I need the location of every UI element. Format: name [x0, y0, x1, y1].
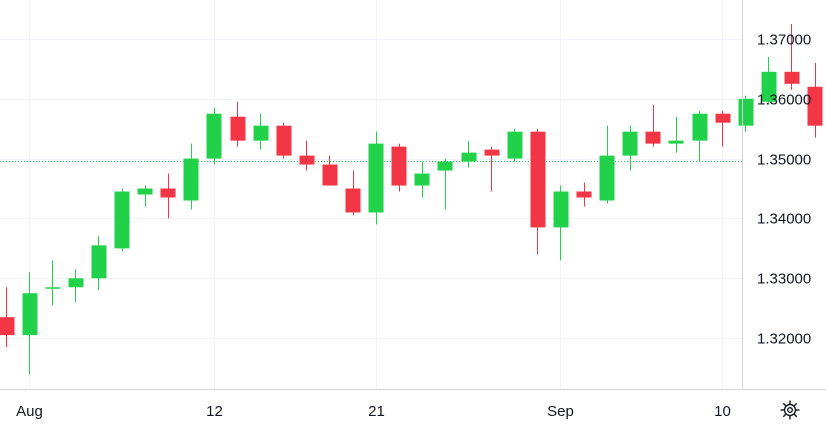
candle-body [530, 131, 546, 228]
candle-body [414, 173, 430, 186]
candle-up [206, 107, 222, 165]
candle-body [692, 113, 708, 141]
price-tick-label: 1.35000 [757, 152, 811, 169]
candle-body [230, 116, 246, 141]
candle-body [576, 191, 592, 198]
candle-up [507, 128, 523, 162]
candle-body [645, 131, 661, 144]
candle-body [391, 146, 407, 186]
candle-body [276, 125, 292, 156]
candle-up [553, 185, 569, 261]
candle-down [484, 146, 500, 192]
candle-up [692, 110, 708, 162]
candle-up [622, 125, 638, 171]
candle-down [807, 62, 823, 138]
candle-up [45, 260, 61, 306]
candle-body [68, 278, 84, 288]
price-tick-label: 1.33000 [757, 271, 811, 288]
time-tick-label: 12 [206, 403, 223, 420]
candle-up [437, 158, 453, 210]
candle-up [414, 161, 430, 198]
time-axis[interactable]: Aug1221Sep1019 [16, 403, 826, 420]
time-tick-label: Sep [547, 403, 574, 420]
candle-body [0, 317, 15, 336]
candle-up [22, 272, 38, 375]
candle-up [183, 143, 199, 210]
candle-up [91, 236, 107, 291]
candle-down [645, 104, 661, 147]
candle-body [807, 86, 823, 126]
candle-down [322, 155, 338, 186]
candle-body [784, 71, 800, 84]
candle-body [91, 245, 107, 279]
candle-down [391, 143, 407, 192]
candle-down [0, 287, 15, 348]
candle-down [715, 110, 731, 147]
price-tick-label: 1.37000 [757, 32, 811, 49]
candle-body [206, 113, 222, 159]
price-tick-label: 1.32000 [757, 331, 811, 348]
candle-body [345, 188, 361, 213]
candle-up [461, 140, 477, 168]
candle-body [715, 113, 731, 123]
candle-down [784, 23, 800, 90]
candle-body [137, 188, 153, 195]
price-tick-label: 1.34000 [757, 211, 811, 228]
gear-icon [780, 400, 800, 420]
price-tick-label: 1.36000 [757, 92, 811, 109]
candle-body [622, 131, 638, 156]
candle-up [738, 95, 754, 132]
candle-body [22, 293, 38, 336]
candle-up [761, 56, 777, 105]
candle-body [183, 158, 199, 201]
chart-settings-button[interactable] [774, 395, 806, 425]
price-axis[interactable]: 1.32000 1.33000 1.34000 1.35000 1.36000 1.370… [757, 32, 811, 348]
candle-body [437, 161, 453, 171]
candle-down [160, 173, 176, 219]
candle-body [484, 149, 500, 156]
candle-up [114, 188, 130, 252]
candle-body [253, 125, 269, 141]
candle-up [368, 131, 384, 225]
candle-body [45, 287, 61, 289]
candle-body [368, 143, 384, 213]
candle-up [599, 125, 615, 204]
candle-body [553, 191, 569, 228]
time-tick-label: 10 [714, 403, 731, 420]
candle-up [137, 185, 153, 207]
candle-down [576, 182, 592, 207]
candle-body [160, 188, 176, 198]
candles-layer [0, 23, 823, 375]
candle-down [299, 140, 315, 171]
candle-down [345, 170, 361, 216]
candle-body [738, 98, 754, 126]
candle-up [668, 116, 684, 153]
candle-body [461, 152, 477, 162]
candle-down [530, 128, 546, 255]
candle-body [299, 155, 315, 165]
time-tick-label: 21 [368, 403, 385, 420]
candle-body [114, 191, 130, 249]
candle-body [507, 131, 523, 159]
candle-body [668, 140, 684, 144]
candle-up [253, 113, 269, 150]
candle-down [230, 101, 246, 147]
candle-up [68, 269, 84, 303]
candle-body [599, 155, 615, 201]
candle-body [761, 71, 777, 102]
candle-body [322, 164, 338, 186]
time-tick-label: Aug [16, 403, 43, 420]
candle-down [276, 122, 292, 159]
